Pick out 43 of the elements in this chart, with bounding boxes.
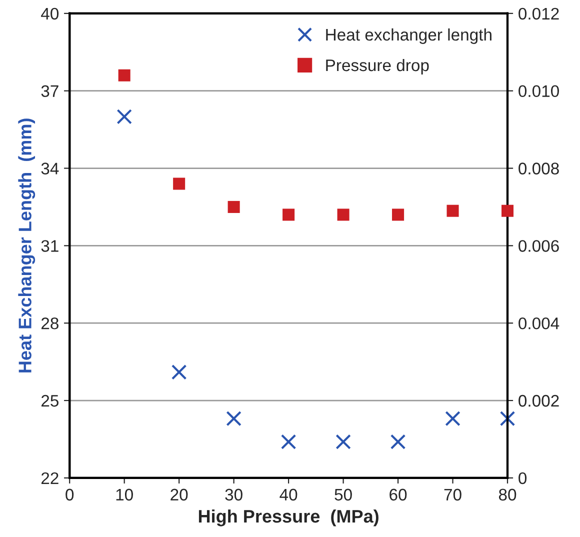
x-tick-label: 80: [498, 488, 516, 501]
point: [336, 434, 351, 450]
y2-tick-label: 0.002: [518, 394, 559, 407]
point: [282, 208, 295, 221]
legend-label: Heat exchanger length: [326, 28, 492, 44]
point: [446, 204, 459, 217]
point: [392, 208, 404, 221]
y2-tick-label: 0.006: [518, 240, 559, 252]
y2-tick-label: 0.008: [518, 162, 559, 174]
y-tick-label: 25: [41, 394, 58, 407]
point: [501, 204, 514, 217]
point: [171, 364, 187, 380]
y2-tick-label: 0: [518, 472, 527, 484]
y-tick-label: 40: [41, 8, 59, 20]
point: [116, 109, 132, 124]
point: [118, 69, 130, 82]
point: [337, 208, 350, 221]
x-tick-label: 10: [116, 488, 133, 501]
point: [173, 178, 186, 190]
point: [390, 434, 406, 450]
y2-tick-label: 0.010: [518, 85, 559, 98]
point: [228, 200, 240, 213]
x-tick-label: 0: [66, 488, 74, 501]
x-tick-label: 20: [170, 488, 188, 501]
y-tick-label: 31: [41, 240, 58, 252]
x-tick-label: 50: [334, 488, 352, 501]
y2-tick-label: 0.004: [518, 317, 560, 330]
y-tick-label: 28: [41, 317, 58, 330]
x-tick-label: 70: [444, 488, 462, 501]
legend-label: Pressure drop: [326, 58, 429, 74]
point: [500, 410, 516, 426]
x-axis-title: High Pressure (MPa): [198, 509, 378, 526]
point: [280, 434, 296, 450]
x-tick-label: 40: [280, 488, 298, 501]
x-tick-label: 60: [390, 488, 407, 501]
x-tick-label: 30: [225, 488, 242, 501]
point: [445, 410, 460, 426]
y2-tick-label: 0.012: [518, 8, 559, 20]
y-tick-label: 37: [41, 85, 58, 98]
point: [226, 410, 242, 426]
y-tick-label: 22: [41, 472, 58, 484]
y-axis-title: Heat Exchanger Length (mm): [18, 118, 36, 372]
y-tick-label: 34: [41, 162, 59, 174]
